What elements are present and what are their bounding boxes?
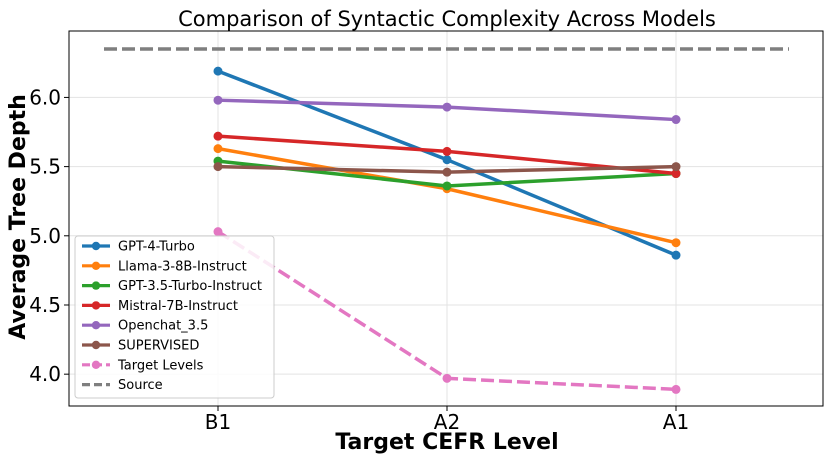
- series-mistral-7b-instruct: [213, 131, 681, 179]
- legend-marker-gpt-3-5-turbo-instruct: [91, 281, 101, 290]
- data-point-target-levels: [671, 384, 681, 394]
- x-tick-label: A2: [434, 410, 460, 434]
- y-tick-label: 5.5: [29, 155, 61, 179]
- tick-labels: 4.0 4.5 5.0 5.5 6.0 B1 A2 A1: [29, 85, 689, 434]
- data-point-target-levels: [442, 373, 452, 383]
- data-point-openchat-3-5: [671, 115, 681, 125]
- y-axis-label: Average Tree Depth: [6, 94, 31, 340]
- data-point-openchat-3-5: [213, 95, 223, 105]
- data-point-supervised: [442, 167, 452, 177]
- data-point-target-levels: [213, 227, 223, 237]
- legend-marker-mistral-7b-instruct: [91, 301, 101, 310]
- x-tick-label: B1: [205, 410, 231, 434]
- data-point-gpt-4-turbo: [442, 155, 452, 165]
- legend-marker-gpt-4-turbo: [91, 241, 101, 251]
- legend-marker-target-levels: [91, 360, 101, 369]
- data-point-openchat-3-5: [442, 102, 452, 112]
- series-supervised: [213, 162, 681, 177]
- series-target-levels: [213, 227, 681, 394]
- legend-label-supervised: SUPERVISED: [118, 339, 199, 354]
- x-axis-label: Target CEFR Level: [335, 430, 558, 455]
- legend-label-openchat-3-5: Openchat_3.5: [118, 319, 208, 334]
- legend-marker-supervised: [91, 340, 101, 350]
- plot-frame: [68, 30, 824, 407]
- data-point-llama-3-8b-instruct: [671, 238, 681, 248]
- y-tick-label: 6.0: [29, 85, 61, 109]
- legend-box: [74, 235, 275, 399]
- data-point-mistral-7b-instruct: [671, 169, 681, 179]
- y-tick-label: 5.0: [29, 224, 61, 248]
- data-point-gpt-4-turbo: [671, 250, 681, 260]
- data-point-gpt-4-turbo: [213, 66, 223, 76]
- legend: GPT-4-Turbo Llama-3-8B-Instruct GPT-3.5-Tu…: [74, 235, 275, 399]
- series-openchat-3-5: [213, 95, 681, 125]
- chart-title: Comparison of Syntactic Complexity Acros…: [178, 7, 716, 31]
- data-point-supervised: [213, 162, 223, 172]
- legend-label-target-levels: Target Levels: [117, 358, 204, 373]
- x-tick-label: A1: [663, 410, 689, 434]
- data-point-mistral-7b-instruct: [213, 131, 223, 141]
- legend-label-gpt-3-5-turbo-instruct: GPT-3.5-Turbo-Instruct: [118, 279, 262, 294]
- data-point-supervised: [671, 162, 681, 172]
- legend-label-llama-3-8b-instruct: Llama-3-8B-Instruct: [118, 259, 247, 274]
- y-tick-label: 4.0: [29, 362, 61, 386]
- legend-label-gpt-4-turbo: GPT-4-Turbo: [118, 240, 195, 255]
- data-point-mistral-7b-instruct: [442, 146, 452, 156]
- data-point-llama-3-8b-instruct: [213, 144, 223, 154]
- legend-label-source: Source: [118, 378, 163, 393]
- legend-marker-openchat-3-5: [91, 321, 101, 330]
- series-layer: [213, 66, 681, 394]
- legend-marker-llama-3-8b-instruct: [91, 261, 101, 270]
- data-point-gpt-3-5-turbo-instruct: [442, 181, 452, 191]
- y-tick-label: 4.5: [29, 293, 61, 317]
- legend-label-mistral-7b-instruct: Mistral-7B-Instruct: [118, 299, 238, 314]
